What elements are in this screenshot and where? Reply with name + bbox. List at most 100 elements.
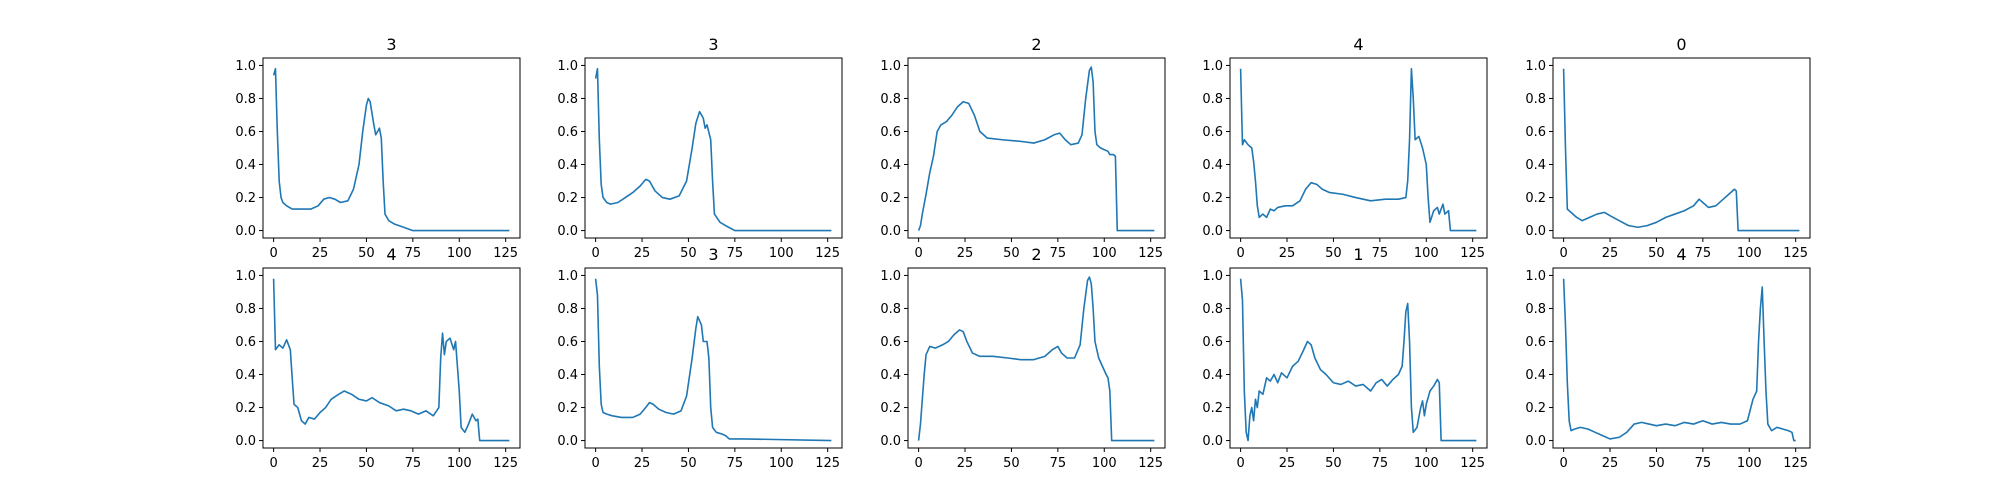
x-tick-label: 125 — [1460, 456, 1485, 471]
y-tick-label: 0.0 — [1525, 224, 1546, 239]
y-tick-label: 0.0 — [1202, 434, 1223, 449]
x-tick-label: 0 — [1236, 456, 1244, 471]
axes-frame — [584, 57, 843, 239]
axes-frame — [1552, 57, 1811, 239]
y-tick-label: 0.2 — [880, 401, 901, 416]
subplot-title: 4 — [1676, 245, 1686, 264]
x-tick-label: 125 — [1783, 246, 1808, 261]
y-tick-label: 0.6 — [1525, 125, 1546, 140]
x-tick-label: 125 — [815, 456, 840, 471]
x-tick-label: 75 — [1695, 456, 1712, 471]
x-tick-label: 125 — [1783, 456, 1808, 471]
y-tick-label: 0.2 — [235, 191, 256, 206]
y-tick-label: 0.4 — [557, 368, 578, 383]
x-tick-label: 100 — [769, 456, 794, 471]
axes-frame — [1229, 57, 1488, 239]
subplot-title: 0 — [1676, 35, 1686, 54]
subplot-title: 2 — [1031, 35, 1041, 54]
x-tick-label: 50 — [358, 246, 375, 261]
series-line — [1239, 278, 1477, 442]
subplot-10: 4 0 25 50 75 100 125 0.0 0.2 0.4 0.6 0.8 1.0 — [1525, 245, 1811, 471]
y-tick-label: 0.6 — [1202, 335, 1223, 350]
x-tick-label: 0 — [1236, 246, 1244, 261]
x-tick-label: 100 — [1092, 456, 1117, 471]
y-tick-label: 0.0 — [1202, 224, 1223, 239]
y-tick-label: 0.0 — [880, 434, 901, 449]
subplot-title: 2 — [1031, 245, 1041, 264]
x-tick-label: 50 — [1003, 456, 1020, 471]
y-tick-label: 0.4 — [1202, 368, 1223, 383]
y-tick-label: 0.0 — [557, 224, 578, 239]
y-tick-label: 0.4 — [557, 158, 578, 173]
x-tick-label: 25 — [1602, 456, 1619, 471]
series-line — [917, 66, 1155, 232]
y-tick-label: 0.2 — [557, 191, 578, 206]
x-tick-label: 25 — [957, 246, 974, 261]
x-tick-label: 50 — [1648, 246, 1665, 261]
x-tick-label: 25 — [312, 246, 329, 261]
series-line — [917, 276, 1155, 442]
y-tick-label: 0.4 — [1525, 158, 1546, 173]
y-tick-label: 1.0 — [1525, 59, 1546, 74]
x-tick-label: 0 — [269, 246, 277, 261]
y-tick-label: 0.6 — [235, 125, 256, 140]
axes-frame — [1552, 267, 1811, 449]
x-tick-label: 25 — [634, 456, 651, 471]
x-tick-label: 125 — [1138, 456, 1163, 471]
x-tick-label: 100 — [447, 246, 472, 261]
x-tick-label: 125 — [493, 456, 518, 471]
series-line — [272, 67, 510, 232]
subplot-title: 1 — [1353, 245, 1363, 264]
y-tick-label: 0.8 — [557, 302, 578, 317]
y-tick-label: 0.6 — [557, 125, 578, 140]
y-tick-label: 0.0 — [235, 434, 256, 449]
x-tick-label: 100 — [1737, 456, 1762, 471]
y-tick-label: 1.0 — [880, 269, 901, 284]
series-line — [1562, 68, 1800, 232]
y-tick-label: 0.8 — [1525, 92, 1546, 107]
y-tick-label: 0.8 — [1202, 92, 1223, 107]
y-tick-label: 0.2 — [235, 401, 256, 416]
y-tick-label: 0.2 — [1202, 191, 1223, 206]
x-tick-label: 125 — [815, 246, 840, 261]
y-tick-label: 0.8 — [235, 302, 256, 317]
subplot-1: 3 0 25 50 75 100 125 0.0 0.2 0.4 0.6 0.8 1.0 — [235, 35, 521, 261]
x-tick-label: 125 — [1460, 246, 1485, 261]
x-tick-label: 100 — [1414, 456, 1439, 471]
y-tick-label: 0.6 — [880, 335, 901, 350]
subplot-9: 1 0 25 50 75 100 125 0.0 0.2 0.4 0.6 0.8 1.0 — [1202, 245, 1488, 471]
y-tick-label: 0.4 — [880, 368, 901, 383]
x-tick-label: 75 — [405, 246, 422, 261]
subplot-title: 3 — [708, 245, 718, 264]
series-line — [594, 278, 832, 442]
y-tick-label: 0.2 — [1202, 401, 1223, 416]
y-tick-label: 1.0 — [557, 269, 578, 284]
x-tick-label: 0 — [269, 456, 277, 471]
axes-frame — [584, 267, 843, 449]
y-tick-label: 1.0 — [557, 59, 578, 74]
y-tick-label: 0.2 — [557, 401, 578, 416]
y-tick-label: 0.8 — [880, 302, 901, 317]
subplot-5: 0 0 25 50 75 100 125 0.0 0.2 0.4 0.6 0.8 1.0 — [1525, 35, 1811, 261]
y-tick-label: 0.0 — [880, 224, 901, 239]
series-line — [1239, 67, 1477, 232]
x-tick-label: 75 — [1372, 456, 1389, 471]
y-tick-label: 0.6 — [557, 335, 578, 350]
y-tick-label: 0.8 — [880, 92, 901, 107]
subplot-4: 4 0 25 50 75 100 125 0.0 0.2 0.4 0.6 0.8 1.0 — [1202, 35, 1488, 261]
x-tick-label: 50 — [680, 246, 697, 261]
y-tick-label: 0.8 — [557, 92, 578, 107]
axes-frame — [907, 57, 1166, 239]
subplot-6: 4 0 25 50 75 100 125 0.0 0.2 0.4 0.6 0.8 1.0 — [235, 245, 521, 471]
subplot-2: 3 0 25 50 75 100 125 0.0 0.2 0.4 0.6 0.8 1.0 — [557, 35, 843, 261]
subplot-title: 3 — [708, 35, 718, 54]
x-tick-label: 75 — [1050, 246, 1067, 261]
x-tick-label: 75 — [727, 456, 744, 471]
y-tick-label: 0.2 — [1525, 191, 1546, 206]
subplot-7: 3 0 25 50 75 100 125 0.0 0.2 0.4 0.6 0.8 1.0 — [557, 245, 843, 471]
x-tick-label: 125 — [1138, 246, 1163, 261]
y-tick-label: 0.6 — [880, 125, 901, 140]
x-tick-label: 25 — [957, 456, 974, 471]
y-tick-label: 0.4 — [880, 158, 901, 173]
x-tick-label: 75 — [727, 246, 744, 261]
